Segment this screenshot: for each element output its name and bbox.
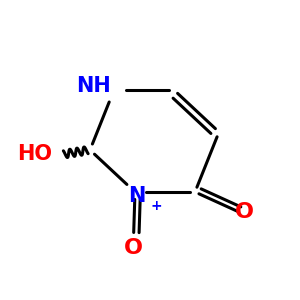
Text: HO: HO	[17, 145, 52, 164]
Text: NH: NH	[76, 76, 110, 95]
Text: N: N	[128, 187, 145, 206]
Text: O: O	[235, 202, 254, 221]
Text: O: O	[124, 238, 143, 257]
Text: +: +	[150, 199, 162, 212]
